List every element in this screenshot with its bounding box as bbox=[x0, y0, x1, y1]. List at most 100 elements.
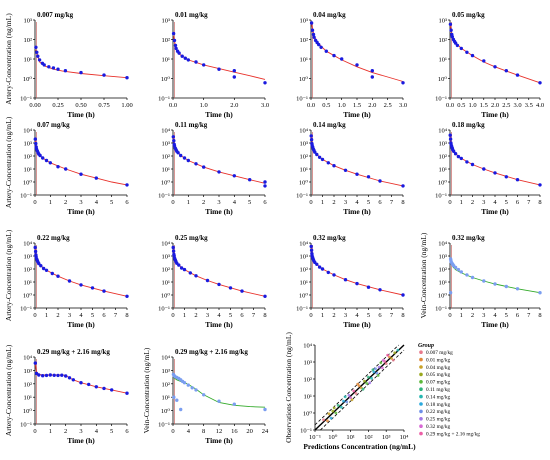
y-tick-label: 10² bbox=[300, 37, 309, 44]
x-tick-label: 6 bbox=[263, 199, 267, 206]
scatter-point bbox=[386, 353, 389, 357]
x-tick-label: 6 bbox=[240, 312, 244, 319]
x-tick-label: 2 bbox=[56, 312, 59, 319]
x-tick-label: 2 bbox=[332, 312, 335, 319]
scatter-point bbox=[380, 366, 384, 370]
x-tick-label: 7 bbox=[114, 312, 118, 319]
panel-title: 0.07 mg/kg bbox=[37, 121, 70, 129]
observation-point bbox=[174, 46, 178, 51]
observation-point bbox=[448, 137, 453, 141]
x-axis-label: Time (h) bbox=[205, 436, 233, 445]
y-tick-label: 10⁻¹ bbox=[300, 428, 312, 435]
y-tick-label: 10² bbox=[300, 267, 309, 274]
y-tick-label: 10⁻¹ bbox=[158, 422, 170, 429]
observation-point bbox=[538, 81, 542, 85]
panel-title: 0.25 mg/kg bbox=[175, 234, 208, 242]
fit-curve bbox=[34, 248, 128, 297]
y-tick-label: 10³ bbox=[162, 368, 171, 375]
observation-point bbox=[401, 293, 405, 297]
x-tick-label: 3 bbox=[482, 312, 485, 319]
y-tick-label: 10⁰ bbox=[299, 76, 309, 83]
scatter-point bbox=[326, 419, 329, 423]
scatter-point bbox=[329, 416, 333, 420]
x-tick-label: 2 bbox=[471, 312, 474, 319]
panel-4: 10⁻¹ 10⁰ 10¹ 10² 10³ 10⁴ 0 1 2 3 4 5 6 Time (h) Artery… bbox=[4, 116, 129, 216]
observation-point bbox=[125, 391, 129, 395]
x-tick-label: 3 bbox=[217, 199, 220, 206]
observation-point bbox=[332, 164, 336, 168]
x-axis-label: Time (h) bbox=[481, 207, 509, 216]
y-tick-label: 10² bbox=[24, 267, 33, 274]
observation-point bbox=[175, 398, 179, 402]
y-axis-label: Observations Concentration (ng/mL) bbox=[284, 332, 293, 443]
observation-point bbox=[102, 386, 106, 391]
y-tick-label: 10⁻¹ bbox=[158, 193, 170, 200]
x-tick-label: 24 bbox=[262, 428, 269, 435]
y-tick-label: 10⁴ bbox=[161, 355, 171, 362]
y-tick-label: 10³ bbox=[162, 18, 171, 25]
observation-point bbox=[110, 388, 114, 392]
x-tick-label: 1 bbox=[49, 199, 52, 206]
x-tick-label: 6 bbox=[378, 199, 382, 206]
observation-point bbox=[370, 69, 374, 73]
x-tick-label: 6 bbox=[125, 199, 129, 206]
y-tick-label: 10⁴ bbox=[23, 355, 33, 362]
observation-point bbox=[482, 167, 486, 171]
observation-point bbox=[44, 268, 49, 272]
legend-label: 0.14 mg/kg bbox=[426, 394, 450, 400]
x-tick-label: 10⁴ bbox=[400, 434, 410, 441]
x-tick-label: 1.5 bbox=[480, 102, 488, 109]
observation-point bbox=[232, 402, 236, 406]
observation-point bbox=[317, 265, 322, 269]
scatter-point bbox=[363, 379, 366, 383]
legend-marker bbox=[419, 365, 423, 369]
x-tick-label: 2 bbox=[202, 199, 205, 206]
observation-point bbox=[452, 149, 456, 153]
observation-point bbox=[459, 46, 463, 51]
scatter-point bbox=[374, 367, 377, 371]
scatter-point bbox=[331, 409, 335, 413]
y-tick-label: 10⁻¹ bbox=[296, 193, 308, 200]
observation-point bbox=[482, 279, 486, 283]
observation-point bbox=[355, 281, 359, 286]
x-tick-label: 2 bbox=[64, 428, 67, 435]
y-tick-label: 10² bbox=[162, 37, 171, 44]
observation-point bbox=[332, 53, 336, 58]
observation-point bbox=[37, 58, 42, 62]
observation-point bbox=[355, 63, 359, 67]
x-tick-label: 3.0 bbox=[261, 102, 269, 109]
y-tick-label: 10² bbox=[300, 154, 309, 161]
scatter-point bbox=[334, 411, 338, 415]
panel-title: 0.11 mg/kg bbox=[175, 121, 208, 129]
legend-marker bbox=[419, 387, 423, 392]
x-tick-label: 3.5 bbox=[525, 102, 533, 109]
x-tick-label: 0.00 bbox=[29, 102, 40, 109]
y-tick-label: 10¹ bbox=[162, 280, 171, 287]
panel-9: 10⁻¹ 10⁰ 10¹ 10² 10³ 10⁴ 0 1 2 3 4 5 6 7 8 Time (h) 0.25… bbox=[158, 234, 267, 329]
legend-label: 0.29 mg/kg + 2.16 mg/kg bbox=[426, 431, 480, 437]
observation-point bbox=[309, 138, 314, 142]
observation-point bbox=[33, 137, 37, 141]
observation-point bbox=[171, 249, 176, 253]
fit-curve bbox=[172, 248, 266, 297]
x-tick-label: 3 bbox=[344, 312, 347, 319]
scatter-point bbox=[372, 370, 376, 374]
y-tick-label: 10⁻¹ bbox=[435, 193, 447, 200]
x-axis-label: Predictions Concentration (ng/mL) bbox=[303, 442, 416, 451]
panel-11: 10⁻¹ 10⁰ 10¹ 10² 10³ 10⁴ 0 1 2 3 4 5 6 7 8 Time (h) Vein… bbox=[419, 232, 542, 329]
observation-point bbox=[102, 73, 106, 77]
observation-point bbox=[313, 150, 317, 154]
observation-point bbox=[465, 160, 469, 164]
observation-point bbox=[67, 279, 72, 283]
x-tick-label: 10⁻¹ bbox=[309, 434, 321, 441]
x-tick-label: 1 bbox=[45, 312, 48, 319]
y-tick-label: 10⁻¹ bbox=[20, 96, 32, 103]
legend-label: 0.25 mg/kg bbox=[426, 417, 450, 423]
x-tick-label: 4 bbox=[217, 312, 221, 319]
observation-point bbox=[317, 42, 321, 47]
panel-title: 0.29 mg/kg + 2.16 mg/kg bbox=[175, 348, 248, 356]
x-tick-label: 3 bbox=[79, 199, 82, 206]
observation-point bbox=[179, 266, 184, 270]
x-tick-label: 0 bbox=[33, 199, 36, 206]
y-tick-label: 10² bbox=[162, 267, 171, 274]
